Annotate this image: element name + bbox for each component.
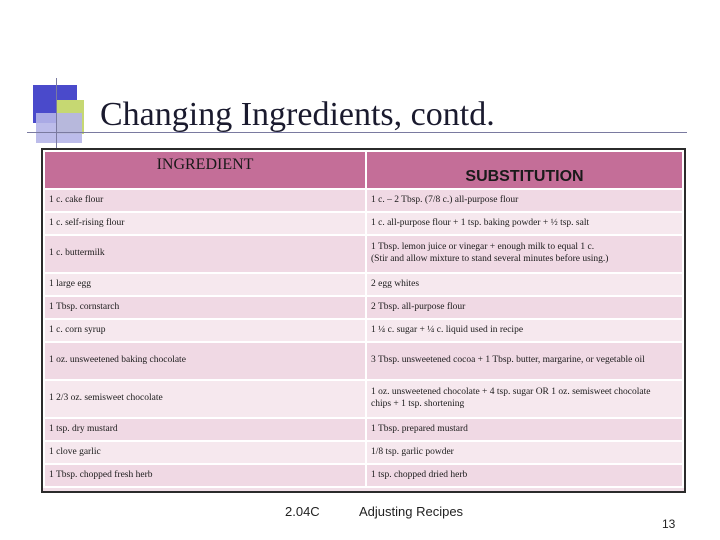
- ingredient-cell: 1 Tbsp. chopped fresh herb: [43, 463, 367, 488]
- table-row: 1 tsp. dry mustard 1 Tbsp. prepared musta…: [43, 417, 684, 442]
- substitution-text: 1 ¼ c. sugar + ¼ c. liquid used in recip…: [371, 324, 524, 335]
- substitution-text: 1 Tbsp. lemon juice or vinegar + enough …: [371, 242, 595, 253]
- substitution-cell: 1 oz. unsweetened chocolate + 4 tsp. sug…: [365, 379, 684, 419]
- substitution-cell: 1 ¼ c. sugar + ¼ c. liquid used in recip…: [365, 318, 684, 343]
- table-header-row: INGREDIENT SUBSTITUTION: [43, 150, 684, 190]
- ingredient-cell: 1 Tbsp. cornstarch: [43, 295, 367, 320]
- table-row: 1 Tbsp. chopped fresh herb 1 tsp. chopped…: [43, 463, 684, 488]
- substitution-text: 1 Tbsp. prepared mustard: [371, 423, 468, 434]
- substitution-text: 1 c. – 2 Tbsp. (7/8 c.) all-purpose flou…: [371, 194, 519, 205]
- substitution-cell: 1 Tbsp. prepared mustard: [365, 417, 684, 442]
- substitution-table: INGREDIENT SUBSTITUTION 1 c. cake flour 1…: [41, 148, 686, 493]
- ingredient-cell: 1 c. corn syrup: [43, 318, 367, 343]
- substitution-cell: 2 Tbsp. all-purpose flour: [365, 295, 684, 320]
- decor-vertical-line: [56, 78, 57, 156]
- ingredient-cell: 1 tsp. dry mustard: [43, 417, 367, 442]
- substitution-text: 3 Tbsp. unsweetened cocoa + 1 Tbsp. butt…: [371, 355, 645, 366]
- ingredient-cell: 1 c. cake flour: [43, 188, 367, 213]
- substitution-cell: 3 Tbsp. unsweetened cocoa + 1 Tbsp. butt…: [365, 341, 684, 381]
- header-ingredient: INGREDIENT: [43, 150, 367, 190]
- table-row: 1 c. corn syrup 1 ¼ c. sugar + ¼ c. liqui…: [43, 318, 684, 343]
- substitution-cell: 1 tsp. chopped dried herb: [365, 463, 684, 488]
- substitution-text-line2: (Stir and allow mixture to stand several…: [371, 254, 609, 264]
- substitution-text: 1 tsp. chopped dried herb: [371, 469, 468, 480]
- footer-course-code: 2.04C: [285, 504, 320, 519]
- substitution-text: 1/8 tsp. garlic powder: [371, 446, 454, 457]
- table-row: 1 oz. unsweetened baking chocolate 3 Tbsp…: [43, 341, 684, 381]
- table-row: 1 clove garlic 1/8 tsp. garlic powder: [43, 440, 684, 465]
- substitution-text-line2: chips + 1 tsp. shortening: [371, 399, 465, 409]
- table-row: 1 large egg 2 egg whites: [43, 272, 684, 297]
- substitution-text: 1 oz. unsweetened chocolate + 4 tsp. sug…: [371, 387, 651, 398]
- ingredient-cell: 1 large egg: [43, 272, 367, 297]
- substitution-cell: 1 c. all-purpose flour + 1 tsp. baking p…: [365, 211, 684, 236]
- ingredient-cell: 1 2/3 oz. semisweet chocolate: [43, 379, 367, 419]
- ingredient-cell: 1 c. self-rising flour: [43, 211, 367, 236]
- substitution-cell: 1/8 tsp. garlic powder: [365, 440, 684, 465]
- table-row: 1 c. self-rising flour 1 c. all-purpose f…: [43, 211, 684, 236]
- slide-title: Changing Ingredients, contd.: [100, 96, 495, 133]
- substitution-cell: 2 egg whites: [365, 272, 684, 297]
- substitution-cell: 1 Tbsp. lemon juice or vinegar + enough …: [365, 234, 684, 274]
- ingredient-cell: 1 c. buttermilk: [43, 234, 367, 274]
- table-row: 1 c. buttermilk 1 Tbsp. lemon juice or vi…: [43, 234, 684, 274]
- ingredient-cell: 1 clove garlic: [43, 440, 367, 465]
- substitution-text: 2 Tbsp. all-purpose flour: [371, 301, 466, 312]
- footer-title: Adjusting Recipes: [359, 504, 464, 519]
- substitution-text: 2 egg whites: [371, 278, 420, 289]
- page-number: 13: [662, 517, 676, 531]
- substitution-text: 1 c. all-purpose flour + 1 tsp. baking p…: [371, 217, 590, 228]
- table-row: 1 2/3 oz. semisweet chocolate 1 oz. unswe…: [43, 379, 684, 419]
- table-row: 1 c. cake flour 1 c. – 2 Tbsp. (7/8 c.) a…: [43, 188, 684, 213]
- substitution-cell: 1 c. – 2 Tbsp. (7/8 c.) all-purpose flou…: [365, 188, 684, 213]
- table-row: 1 Tbsp. cornstarch 2 Tbsp. all-purpose fl…: [43, 295, 684, 320]
- ingredient-cell: 1 oz. unsweetened baking chocolate: [43, 341, 367, 381]
- title-underline: [27, 132, 687, 133]
- decor-square-lavender: [36, 113, 82, 143]
- header-substitution: SUBSTITUTION: [365, 150, 684, 190]
